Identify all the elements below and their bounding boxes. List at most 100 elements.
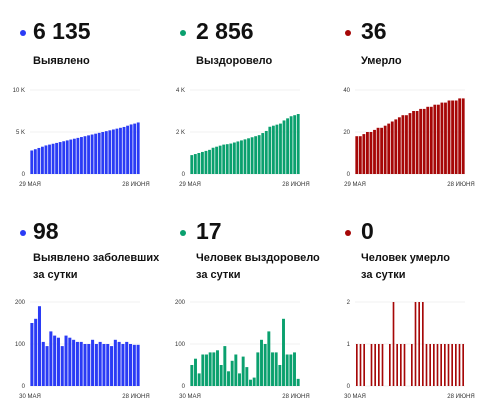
bar — [245, 367, 249, 386]
y-tick-label: 0 — [22, 172, 26, 178]
bar — [232, 142, 236, 174]
bar — [387, 123, 391, 174]
y-tick-label: 100 — [175, 342, 186, 348]
bullet-icon — [20, 230, 26, 236]
bar — [451, 344, 453, 386]
bullet-icon — [180, 30, 186, 36]
bar — [136, 122, 140, 174]
y-tick-label: 5 K — [16, 130, 25, 136]
bar — [62, 141, 66, 174]
bar — [201, 151, 204, 174]
y-tick-label: 0 — [182, 384, 186, 390]
bar — [293, 115, 297, 174]
detected-daily-total: 98 — [33, 218, 59, 244]
bar — [247, 138, 250, 174]
bar — [76, 137, 80, 174]
bar — [223, 346, 227, 386]
died-total: 36 — [361, 18, 387, 44]
bar — [254, 136, 258, 174]
bar — [37, 306, 41, 386]
bar — [215, 146, 219, 174]
bar — [194, 358, 197, 386]
bar — [261, 133, 265, 174]
died-label: Умерло — [361, 55, 402, 67]
bar — [122, 126, 126, 174]
bar — [390, 121, 394, 174]
bar — [422, 108, 426, 174]
bar — [238, 373, 241, 386]
recovered-daily-total: 17 — [196, 218, 222, 244]
bar — [370, 344, 373, 386]
y-tick-label: 10 K — [13, 88, 25, 94]
bar — [383, 125, 387, 174]
bar — [282, 318, 285, 386]
bar — [212, 352, 216, 386]
bullet-icon — [180, 230, 186, 236]
bar — [41, 341, 45, 386]
detected-total: 6 135 — [33, 18, 91, 44]
x-tick-label-end: 28 ИЮНЯ — [447, 394, 474, 400]
bar — [111, 129, 115, 174]
bar — [419, 108, 423, 174]
died-daily-total: 0 — [361, 218, 374, 244]
y-tick-label: 20 — [343, 130, 350, 136]
y-tick-label: 200 — [15, 300, 26, 306]
bar — [268, 126, 272, 174]
bar — [60, 346, 64, 386]
bar — [378, 344, 380, 386]
bar — [249, 379, 252, 386]
bar — [56, 337, 60, 386]
bar — [125, 341, 129, 386]
bullet-icon — [345, 230, 351, 236]
bar — [250, 137, 254, 174]
bar — [422, 302, 424, 386]
bar — [90, 134, 94, 174]
bar — [101, 132, 105, 174]
bar — [418, 302, 420, 386]
bar — [197, 373, 201, 386]
bar — [278, 365, 282, 386]
bar — [267, 331, 271, 386]
bar — [79, 341, 83, 386]
bar — [444, 102, 447, 174]
bar — [374, 344, 376, 386]
bar — [455, 344, 457, 386]
bar — [48, 144, 51, 174]
bar — [227, 371, 230, 386]
bar — [45, 346, 49, 386]
bar — [97, 132, 101, 174]
bar — [41, 146, 44, 174]
bar — [87, 135, 90, 174]
x-tick-label-end: 28 ИЮНЯ — [447, 182, 474, 188]
bar — [106, 344, 110, 386]
bar — [436, 104, 440, 174]
bar — [104, 131, 108, 174]
y-tick-label: 0 — [347, 384, 351, 390]
bar — [356, 344, 358, 386]
bar — [240, 140, 243, 174]
bar — [58, 142, 62, 174]
bar — [405, 115, 408, 174]
bar — [392, 302, 395, 386]
bar — [201, 354, 205, 386]
bar — [400, 344, 402, 386]
bar — [205, 354, 208, 386]
bar — [208, 149, 211, 174]
bar — [216, 350, 219, 386]
x-tick-label-start: 29 МАЯ — [179, 182, 201, 188]
bar — [462, 344, 464, 386]
bar — [369, 132, 373, 174]
bar — [394, 119, 398, 174]
bar — [362, 134, 366, 174]
bar — [461, 98, 465, 174]
y-tick-label: 2 K — [176, 130, 185, 136]
bar — [94, 344, 98, 386]
bar — [68, 337, 72, 386]
bar — [264, 130, 268, 174]
bar — [193, 154, 197, 174]
bar — [126, 125, 129, 174]
bar — [447, 100, 451, 174]
bar — [49, 331, 53, 386]
bar — [271, 352, 274, 386]
bar — [51, 143, 55, 174]
